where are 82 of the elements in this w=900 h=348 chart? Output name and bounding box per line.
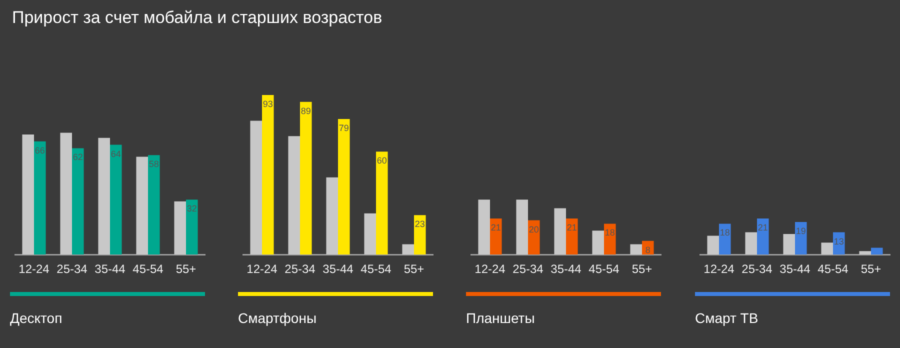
data-label: 18 [720, 228, 730, 238]
bar [783, 234, 795, 255]
data-label: 23 [414, 219, 425, 230]
x-tick-label: 12-24 [246, 262, 278, 276]
x-tick-label: 45-54 [132, 262, 164, 276]
x-tick-label: 25-34 [512, 262, 544, 276]
bar [60, 132, 72, 255]
data-label: 79 [338, 123, 349, 134]
data-label: 21 [758, 222, 768, 233]
bar [719, 224, 731, 255]
bar [300, 102, 312, 255]
x-tick-label: 55+ [176, 262, 196, 276]
x-tick-label: 35-44 [550, 262, 582, 276]
x-tick-label: 12-24 [474, 262, 506, 276]
x-tick-label: 45-54 [818, 262, 849, 276]
bar [174, 201, 186, 255]
bar [338, 119, 350, 255]
x-tick-label: 55+ [632, 262, 652, 276]
bar [34, 141, 46, 255]
text: Смартфоны [238, 310, 318, 326]
data-label: 32 [186, 204, 197, 214]
data-label: 62 [72, 152, 83, 162]
bar [478, 200, 490, 255]
bar [859, 251, 871, 255]
data-label: 89 [300, 106, 311, 116]
x-tick-label: 35-44 [780, 262, 811, 276]
bar [795, 222, 807, 255]
bar [821, 242, 833, 255]
bar [22, 134, 34, 255]
x-tick-label: 25-34 [284, 262, 316, 276]
bar [490, 218, 502, 255]
bar [376, 152, 388, 255]
bar [566, 218, 578, 255]
x-tick-label: 35-44 [322, 262, 354, 276]
text: Планшеты [466, 310, 536, 326]
bar [871, 248, 883, 255]
text: Десктоп [10, 310, 64, 326]
bar [707, 236, 719, 255]
bar [630, 244, 642, 255]
data-label: 13 [834, 236, 844, 246]
bar [592, 230, 604, 255]
x-tick-label: 25-34 [56, 262, 88, 276]
x-tick-label: 12-24 [704, 262, 735, 276]
bar [414, 215, 426, 255]
bar [72, 148, 84, 255]
x-tick-label: 12-24 [18, 262, 50, 276]
bar [326, 177, 338, 255]
x-tick-label: 25-34 [742, 262, 773, 276]
data-label: 21 [566, 222, 577, 233]
bar [402, 244, 414, 255]
bar [554, 208, 566, 255]
data-label: 19 [796, 226, 806, 236]
bar [528, 220, 540, 255]
bar [186, 200, 198, 255]
data-label: 8 [645, 244, 650, 255]
x-tick-label: 35-44 [94, 262, 126, 276]
data-label: 64 [110, 148, 121, 159]
bar [98, 138, 110, 255]
bar [745, 232, 757, 255]
x-tick-label: 45-54 [360, 262, 392, 276]
data-label: 21 [490, 222, 501, 233]
bar [516, 200, 528, 255]
data-label: 18 [604, 228, 615, 238]
data-label: 20 [528, 224, 539, 234]
text: Смарт ТВ [695, 310, 760, 326]
bar [364, 213, 376, 255]
bar [136, 156, 148, 255]
x-tick-label: 55+ [860, 262, 882, 276]
data-label: 93 [262, 98, 273, 109]
bar [250, 120, 262, 255]
x-tick-label: 45-54 [588, 262, 620, 276]
bar [288, 136, 300, 255]
bar [148, 155, 160, 255]
bar [110, 144, 122, 255]
x-tick-label: 55+ [404, 262, 424, 276]
bar [757, 218, 769, 255]
data-label: 66 [34, 145, 45, 156]
chart-title: Прирост за счет мобайла и старших возрастов [12, 8, 382, 28]
bar [262, 95, 274, 255]
data-label: 58 [148, 159, 159, 170]
data-label: 60 [376, 156, 387, 166]
bar [604, 224, 616, 255]
